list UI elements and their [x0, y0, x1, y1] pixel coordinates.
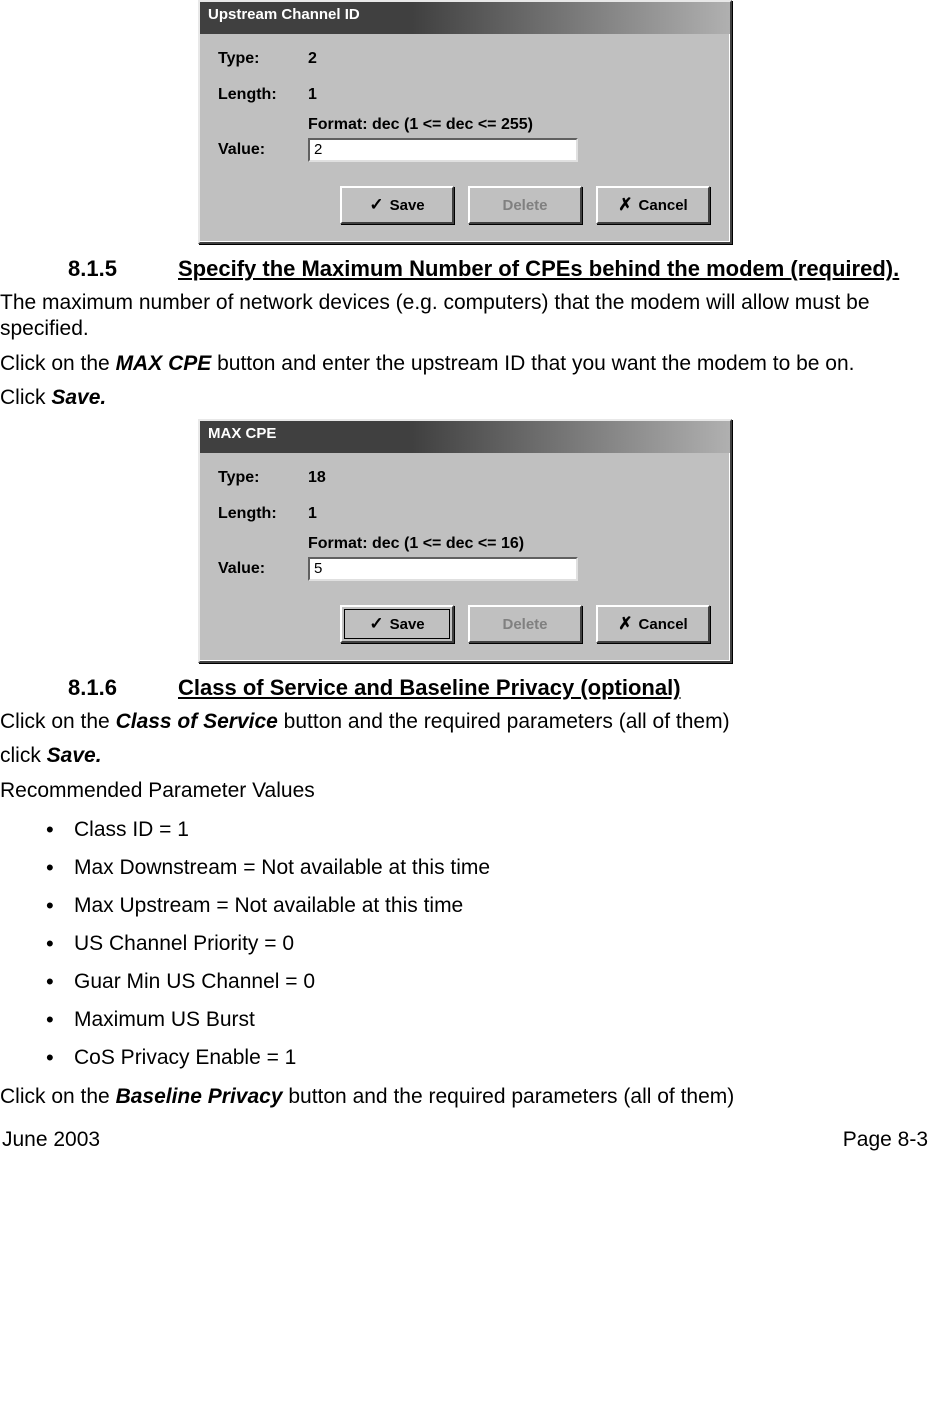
- save-button-label: Save: [390, 197, 425, 214]
- delete-button-label: Delete: [502, 616, 547, 633]
- save-ref: Save.: [47, 744, 102, 767]
- type-label: Type:: [218, 50, 308, 68]
- list-item: Maximum US Burst: [40, 1008, 930, 1032]
- footer-date: June 2003: [2, 1128, 100, 1152]
- x-icon: ✗: [618, 195, 632, 215]
- paragraph: Click on the Baseline Privacy button and…: [0, 1084, 930, 1110]
- cancel-button-label: Cancel: [639, 616, 688, 633]
- page-footer: June 2003 Page 8-3: [0, 1128, 930, 1152]
- section-number: 8.1.5: [0, 256, 178, 282]
- cancel-button[interactable]: ✗ Cancel: [596, 605, 710, 643]
- delete-button-label: Delete: [502, 197, 547, 214]
- paragraph: Click on the Class of Service button and…: [0, 709, 930, 735]
- paragraph: Click on the MAX CPE button and enter th…: [0, 351, 930, 377]
- delete-button[interactable]: Delete: [468, 186, 582, 224]
- parameter-list: Class ID = 1 Max Downstream = Not availa…: [40, 818, 930, 1070]
- value-input[interactable]: 5: [308, 557, 578, 581]
- cancel-button[interactable]: ✗ Cancel: [596, 186, 710, 224]
- paragraph: Recommended Parameter Values: [0, 778, 930, 804]
- section-number: 8.1.6: [0, 675, 178, 701]
- upstream-channel-dialog: Upstream Channel ID Type: 2 Length: 1 Fo…: [198, 0, 732, 244]
- type-label: Type:: [218, 469, 308, 487]
- type-value: 18: [308, 469, 326, 487]
- format-label: Format: dec (1 <= dec <= 16): [308, 535, 712, 553]
- list-item: Max Downstream = Not available at this t…: [40, 856, 930, 880]
- list-item: US Channel Priority = 0: [40, 932, 930, 956]
- footer-page: Page 8-3: [843, 1128, 928, 1152]
- max-cpe-dialog: MAX CPE Type: 18 Length: 1 Format: dec (…: [198, 419, 732, 663]
- length-label: Length:: [218, 86, 308, 104]
- save-button[interactable]: ✓ Save: [340, 605, 454, 643]
- section-heading-816: 8.1.6 Class of Service and Baseline Priv…: [0, 675, 930, 701]
- check-icon: ✓: [369, 195, 383, 215]
- baseline-privacy-ref: Baseline Privacy: [116, 1085, 283, 1108]
- length-label: Length:: [218, 505, 308, 523]
- delete-button[interactable]: Delete: [468, 605, 582, 643]
- format-label: Format: dec (1 <= dec <= 255): [308, 116, 712, 134]
- section-title: Class of Service and Baseline Privacy (o…: [178, 675, 930, 701]
- type-value: 2: [308, 50, 317, 68]
- check-icon: ✓: [369, 614, 383, 634]
- paragraph: The maximum number of network devices (e…: [0, 290, 930, 343]
- paragraph: click Save.: [0, 743, 930, 769]
- x-icon: ✗: [618, 614, 632, 634]
- cancel-button-label: Cancel: [639, 197, 688, 214]
- class-of-service-ref: Class of Service: [116, 710, 278, 733]
- save-ref: Save.: [51, 386, 106, 409]
- dialog-title: Upstream Channel ID: [200, 2, 730, 34]
- length-value: 1: [308, 86, 317, 104]
- section-heading-815: 8.1.5 Specify the Maximum Number of CPEs…: [0, 256, 930, 282]
- dialog-title: MAX CPE: [200, 421, 730, 453]
- paragraph: Click Save.: [0, 385, 930, 411]
- list-item: Max Upstream = Not available at this tim…: [40, 894, 930, 918]
- save-button[interactable]: ✓ Save: [340, 186, 454, 224]
- value-label: Value:: [218, 141, 308, 159]
- list-item: CoS Privacy Enable = 1: [40, 1046, 930, 1070]
- section-title: Specify the Maximum Number of CPEs behin…: [178, 256, 930, 282]
- list-item: Guar Min US Channel = 0: [40, 970, 930, 994]
- value-input[interactable]: 2: [308, 138, 578, 162]
- value-label: Value:: [218, 560, 308, 578]
- max-cpe-ref: MAX CPE: [116, 352, 212, 375]
- list-item: Class ID = 1: [40, 818, 930, 842]
- save-button-label: Save: [390, 616, 425, 633]
- length-value: 1: [308, 505, 317, 523]
